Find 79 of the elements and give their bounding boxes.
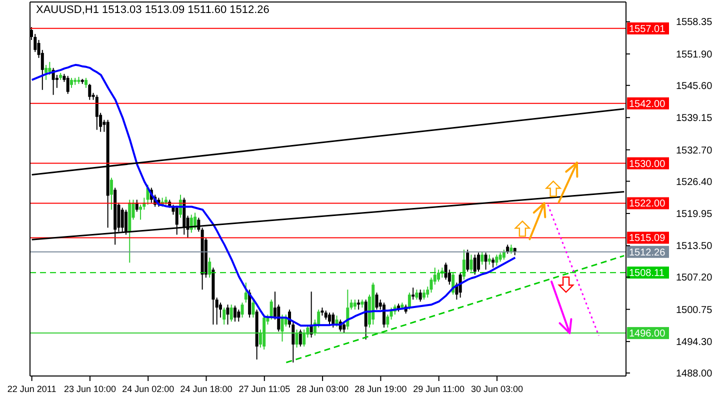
candlestick [84,77,88,88]
candlestick [328,312,331,326]
x-tick-label: 28 Jun 19:00 [354,384,407,394]
ref-line-label: 1542.00 [629,98,666,110]
candlestick [110,177,113,210]
candlestick [175,205,178,236]
y-tick-label: 1545.60 [676,80,713,92]
x-tick-label: 24 Jun 18:00 [180,384,232,394]
ref-line-label: 1496.00 [629,328,666,340]
candlestick [298,329,302,348]
candlestick [215,297,218,326]
y-tick-label: 1507.20 [676,272,713,284]
candlestick [244,282,248,304]
y-tick-label: 1494.30 [676,337,713,348]
candlestick [48,61,52,76]
candlestick [386,314,390,328]
x-tick-label: 24 Jun 02:00 [122,384,174,394]
candlestick [332,312,335,328]
candlestick [437,269,440,282]
ref-line-label: 1512.26 [629,247,666,258]
candlestick [412,287,415,300]
candlestick [55,74,58,88]
candlestick [237,309,240,322]
candlestick [44,64,48,80]
candlestick [95,94,98,130]
candlestick [480,251,484,266]
candlestick [88,83,92,100]
candlestick [222,307,226,326]
candlestick [492,257,495,268]
candlestick [375,292,378,310]
candlestick [470,254,473,272]
candlestick [418,289,422,302]
ref-line-label: 1530.00 [629,158,666,170]
y-tick-label: 1558.35 [676,17,713,28]
candlestick [495,254,498,266]
candlestick [408,292,411,310]
x-tick-label: 30 Jun 03:00 [470,384,524,394]
candlestick [70,77,73,88]
ref-line-label: 1557.01 [629,24,666,35]
candlestick [462,249,466,280]
ref-line-label: 1522.00 [629,198,666,210]
x-tick-label: 22 Jun 2011 [7,384,56,394]
x-tick-label: 27 Jun 11:05 [238,384,290,394]
candlestick [426,286,430,298]
candlestick [444,262,448,280]
candlestick [252,299,255,318]
candlestick [422,289,426,300]
y-tick-label: 1513.50 [676,241,713,252]
x-tick-label: 28 Jun 03:00 [296,384,349,394]
x-tick-label: 29 Jun 11:00 [413,384,465,394]
candlestick [415,289,418,300]
chart-title: XAUUSD,H1 1513.03 1513.09 1511.60 1512.26 [36,4,270,16]
candlestick [473,254,476,276]
y-tick-label: 1551.90 [676,49,713,60]
candlestick [466,249,470,272]
candlestick [66,75,70,94]
y-tick-label: 1519.95 [676,208,713,220]
y-tick-label: 1526.40 [676,176,713,188]
candlestick [240,302,244,318]
y-tick-label: 1488.00 [676,368,713,380]
y-tick-label: 1500.75 [676,304,713,316]
candlestick [357,299,360,310]
x-tick-label: 23 Jun 10:00 [64,384,116,394]
candlestick [230,304,233,322]
candlestick [488,254,491,266]
candlestick [477,252,480,272]
ref-line-label: 1515.09 [629,233,666,244]
y-tick-label: 1539.15 [676,113,713,124]
candlestick [353,299,356,310]
candlestick [120,207,124,232]
candlestick [350,299,353,310]
candlestick [208,257,212,278]
ref-line-label: 1508.11 [629,268,665,280]
candlestick [270,299,273,320]
y-tick-label: 1532.70 [676,145,713,156]
candlestick [226,304,230,326]
candlestick [484,252,488,270]
candlestick [234,305,237,322]
candlestick [124,209,128,236]
